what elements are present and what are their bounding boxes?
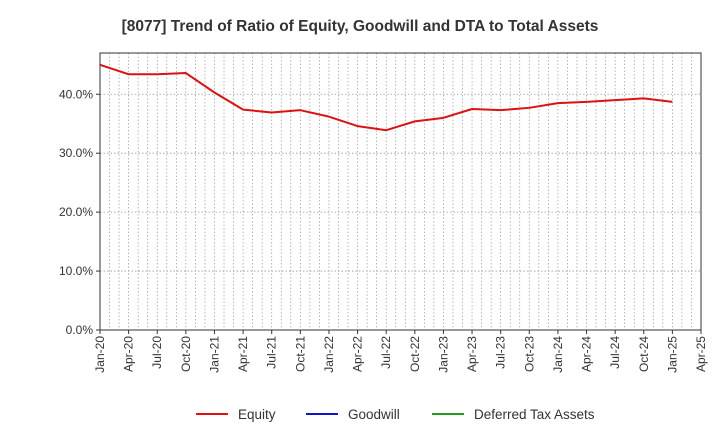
x-axis: Jan-20 Apr-20 Jul-20 Oct-20 Jan-21 Apr-21 Jul-…: [93, 330, 708, 373]
legend-label: Goodwill: [348, 407, 400, 422]
x-tick-label: Apr-25: [694, 336, 708, 372]
legend-label: Deferred Tax Assets: [474, 407, 595, 422]
x-tick-label: Apr-23: [465, 336, 479, 372]
x-tick-label: Jan-24: [551, 336, 565, 373]
x-tick-label: Apr-24: [580, 336, 594, 372]
x-tick-label: Jan-23: [436, 336, 450, 373]
x-tick-label: Jul-23: [494, 336, 508, 369]
x-tick-label: Oct-23: [522, 336, 536, 372]
x-tick-label: Jul-24: [608, 336, 622, 369]
y-axis: 0.0% 10.0% 20.0% 30.0% 40.0%: [59, 87, 100, 337]
x-tick-label: Oct-22: [408, 336, 422, 372]
grid: [100, 53, 701, 330]
series-layer: [99, 63, 673, 132]
x-tick-label: Jul-22: [379, 336, 393, 369]
y-tick-label: 20.0%: [59, 205, 93, 219]
y-tick-label: 0.0%: [66, 323, 94, 337]
x-tick-label: Jul-21: [265, 336, 279, 369]
x-tick-label: Jul-20: [150, 336, 164, 369]
x-tick-label: Apr-21: [236, 336, 250, 372]
chart-title: [8077] Trend of Ratio of Equity, Goodwil…: [122, 18, 599, 35]
y-tick-label: 10.0%: [59, 264, 93, 278]
plot-background: [100, 53, 701, 330]
legend-label: Equity: [238, 407, 276, 422]
y-tick-label: 40.0%: [59, 87, 93, 101]
x-tick-label: Jan-22: [322, 336, 336, 373]
legend: Equity Goodwill Deferred Tax Assets: [196, 407, 595, 422]
x-tick-label: Apr-20: [122, 336, 136, 372]
plot-frame: [99, 52, 702, 331]
x-tick-label: Jan-25: [665, 336, 679, 373]
y-tick-label: 30.0%: [59, 146, 93, 160]
x-tick-label: Oct-20: [179, 336, 193, 372]
x-tick-label: Apr-22: [351, 336, 365, 372]
x-tick-label: Jan-20: [93, 336, 107, 373]
x-tick-label: Oct-24: [637, 336, 651, 372]
x-tick-label: Oct-21: [293, 336, 307, 372]
series-line-equity: [99, 63, 673, 132]
x-tick-label: Jan-21: [207, 336, 221, 373]
